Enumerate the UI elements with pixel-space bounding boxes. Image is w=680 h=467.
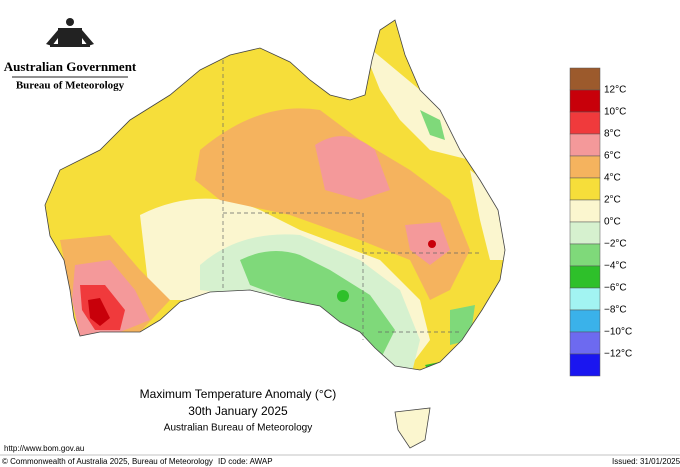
emblem [46, 18, 94, 47]
legend-label: −2°C [604, 239, 627, 250]
legend-label: −4°C [604, 261, 627, 272]
legend-label: 8°C [604, 129, 621, 140]
legend-swatch [569, 89, 601, 113]
legend-swatch [569, 67, 601, 91]
legend-label: 6°C [604, 151, 621, 162]
legend-label: −6°C [604, 283, 627, 294]
id-code: ID code: AWAP [218, 457, 273, 466]
legend-swatch [569, 243, 601, 267]
legend-swatch [569, 221, 601, 245]
government-label: Australian Government [4, 59, 137, 74]
map-date: 30th January 2025 [188, 404, 288, 418]
legend-label: −12°C [604, 349, 632, 360]
legend-swatch [569, 309, 601, 333]
url: http://www.bom.gov.au [4, 444, 84, 453]
legend-label: 2°C [604, 195, 621, 206]
legend-label: 10°C [604, 107, 626, 118]
legend-swatch [569, 177, 601, 201]
legend-swatch [569, 287, 601, 311]
legend-swatch [569, 199, 601, 223]
legend-swatch [569, 265, 601, 289]
legend-swatch [569, 111, 601, 135]
copyright: © Commonwealth of Australia 2025, Bureau… [2, 457, 213, 466]
map-title: Maximum Temperature Anomaly (°C) [140, 387, 337, 401]
legend-swatch [569, 353, 601, 377]
legend-swatch [569, 331, 601, 355]
legend-swatch [569, 133, 601, 157]
agency-label: Bureau of Meteorology [16, 80, 125, 92]
legend: 12°C 10°C 8°C 6°C 4°C 2°C 0°C −2°C −4°C −6°C −8°C −… [569, 67, 632, 377]
legend-label: −10°C [604, 327, 632, 338]
tasmania [394, 407, 431, 449]
issued: Issued: 31/01/2025 [612, 457, 680, 466]
legend-swatch [569, 155, 601, 179]
legend-label: 4°C [604, 173, 621, 184]
legend-label: −8°C [604, 305, 627, 316]
legend-label: 12°C [604, 85, 626, 96]
legend-label: 0°C [604, 217, 621, 228]
map-source: Australian Bureau of Meteorology [164, 423, 312, 434]
